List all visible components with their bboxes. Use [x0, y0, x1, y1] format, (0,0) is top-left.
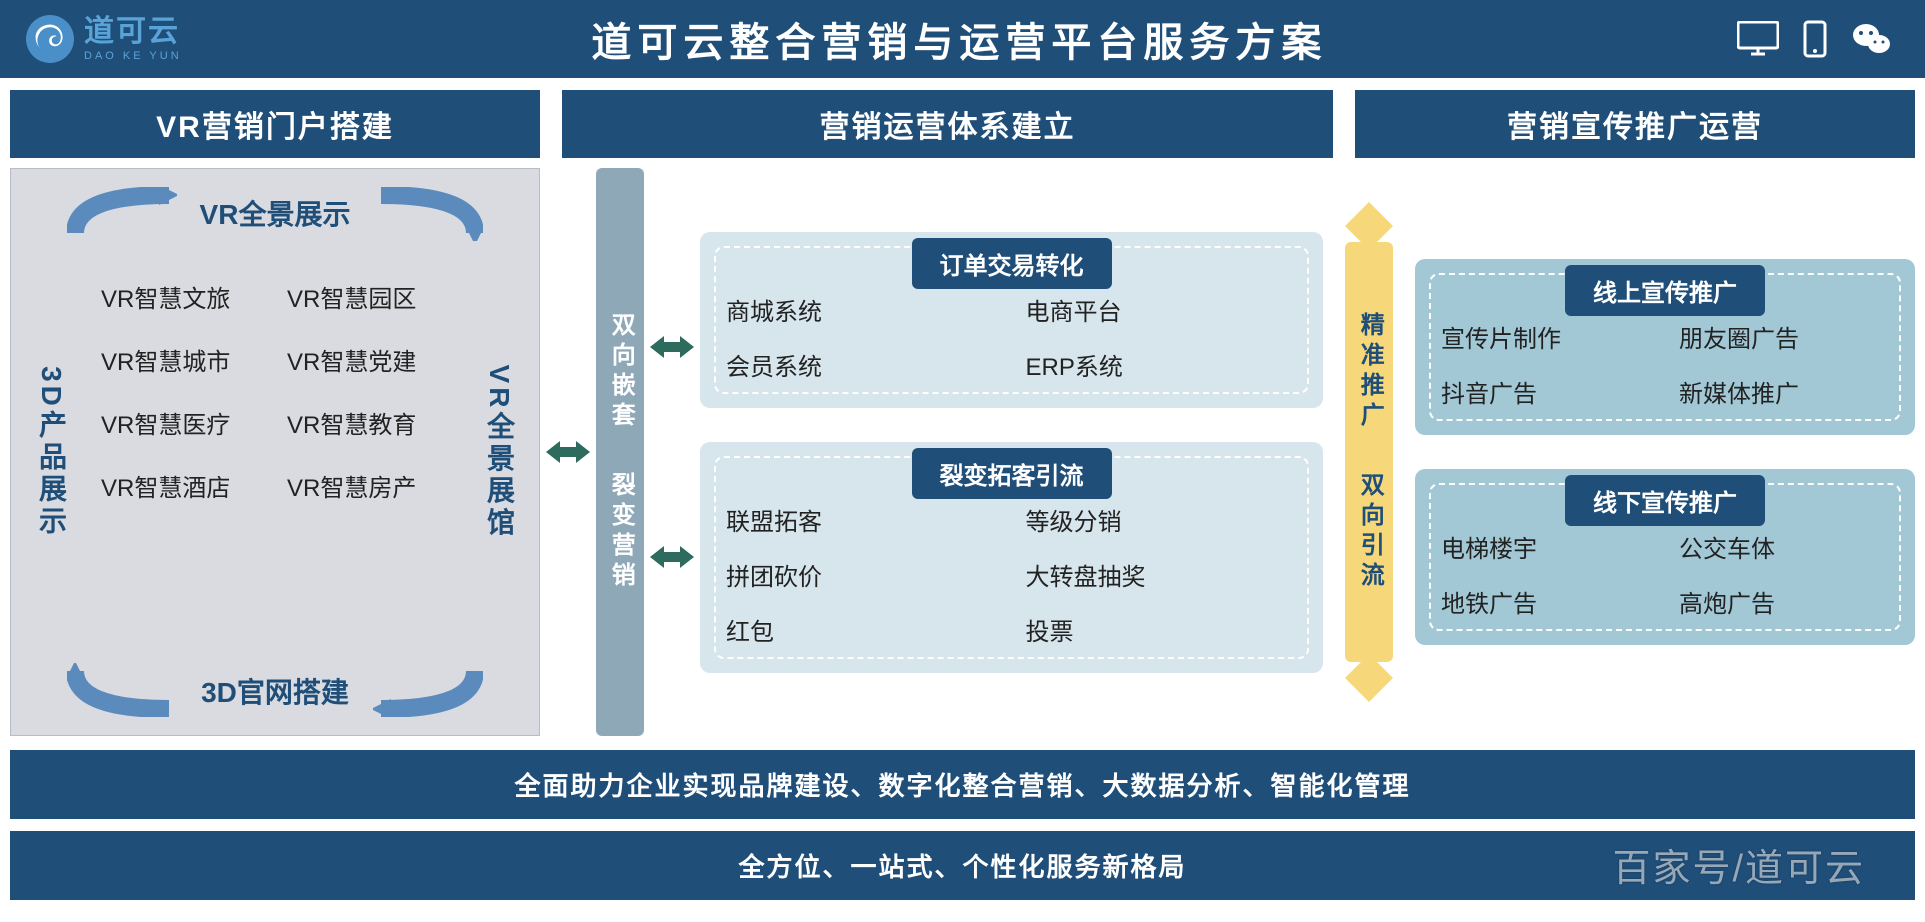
footer: 全面助力企业实现品牌建设、数字化整合营销、大数据分析、智能化管理 全方位、一站式… [0, 736, 1925, 900]
box-item: 电商平台 [1026, 292, 1298, 327]
box-item: ERP系统 [1026, 347, 1298, 382]
box-item: 朋友圈广告 [1679, 319, 1889, 354]
desktop-icon [1737, 21, 1779, 57]
vbar-label: 精准推广 [1350, 312, 1388, 432]
logo-mark [26, 15, 74, 63]
box-item: 会员系统 [726, 347, 998, 382]
cycle-panel: VR全景展示 VR全景展馆 3D官网搭建 3D产品展示 VR智慧文旅 VR智慧园… [10, 168, 540, 736]
right-box-1: 线上宣传推广 宣传片制作 朋友圈广告 抖音广告 新媒体推广 [1415, 259, 1915, 435]
cycle-item: VR智慧城市 [101, 342, 263, 377]
box-item: 电梯楼宇 [1441, 529, 1651, 564]
diamond-icon [1341, 652, 1397, 704]
vbar-label: 双向嵌套 [601, 312, 639, 432]
box-tag: 裂变拓客引流 [912, 448, 1112, 499]
pillar-row: VR营销门户搭建 营销运营体系建立 营销宣传推广运营 [0, 78, 1925, 158]
cycle-item: VR智慧园区 [287, 279, 449, 314]
cycle-arrow [373, 663, 483, 717]
mid-box-1: 订单交易转化 商城系统 电商平台 会员系统 ERP系统 [700, 232, 1323, 408]
box-item: 投票 [1026, 612, 1298, 647]
cycle-item: VR智慧文旅 [101, 279, 263, 314]
box-item: 商城系统 [726, 292, 998, 327]
cycle-node-bottom: 3D官网搭建 [201, 671, 349, 711]
box-item: 地铁广告 [1441, 584, 1651, 619]
logo-text-en: DAO KE YUN [84, 51, 182, 62]
footer-bar-1: 全面助力企业实现品牌建设、数字化整合营销、大数据分析、智能化管理 [10, 750, 1915, 819]
cycle-arrow [373, 187, 483, 241]
box-tag: 订单交易转化 [912, 238, 1112, 289]
right-box-2: 线下宣传推广 电梯楼宇 公交车体 地铁广告 高炮广告 [1415, 469, 1915, 645]
cycle-arrow [67, 187, 177, 241]
page-title: 道可云整合营销与运营平台服务方案 [182, 10, 1737, 68]
cycle-item: VR智慧医疗 [101, 405, 263, 440]
vbar-nest: 双向嵌套 裂变营销 [596, 168, 644, 736]
box-tag: 线下宣传推广 [1565, 475, 1765, 526]
pillar-1: VR营销门户搭建 [10, 90, 540, 158]
pillar-2: 营销运营体系建立 [562, 90, 1333, 158]
header-bar: 道可云 DAO KE YUN 道可云整合营销与运营平台服务方案 [0, 0, 1925, 78]
wechat-icon [1851, 21, 1891, 57]
box-item: 新媒体推广 [1679, 374, 1889, 409]
platform-icons [1737, 20, 1891, 58]
box-item: 公交车体 [1679, 529, 1889, 564]
box-item: 宣传片制作 [1441, 319, 1651, 354]
cycle-node-right: VR全景展馆 [479, 365, 519, 540]
box-item: 红包 [726, 612, 998, 647]
logo-text-cn: 道可云 [84, 17, 182, 47]
cycle-item: VR智慧酒店 [101, 468, 263, 503]
cycle-node-left: 3D产品展示 [31, 366, 71, 538]
cycle-item-list: VR智慧文旅 VR智慧园区 VR智慧城市 VR智慧党建 VR智慧医疗 VR智慧教… [101, 279, 449, 503]
box-item: 抖音广告 [1441, 374, 1651, 409]
footer-bar-2: 全方位、一站式、个性化服务新格局 [10, 831, 1915, 900]
brand-logo: 道可云 DAO KE YUN [26, 15, 182, 63]
box-item: 联盟拓客 [726, 502, 998, 537]
right-column: 线上宣传推广 宣传片制作 朋友圈广告 抖音广告 新媒体推广 线下宣传推广 电梯楼… [1415, 168, 1915, 736]
cycle-arrow [67, 663, 177, 717]
double-arrow-icon [540, 437, 596, 467]
pillar-3: 营销宣传推广运营 [1355, 90, 1915, 158]
double-arrow-icon [644, 542, 700, 572]
box-item: 高炮广告 [1679, 584, 1889, 619]
connector-3: 精准推广 双向引流 [1323, 168, 1415, 736]
box-item: 大转盘抽奖 [1026, 557, 1298, 592]
cycle-item: VR智慧房产 [287, 468, 449, 503]
double-arrow-icon [644, 332, 700, 362]
box-item: 等级分销 [1026, 502, 1298, 537]
connector-1 [540, 168, 596, 736]
cycle-node-top: VR全景展示 [200, 193, 351, 233]
cycle-item: VR智慧教育 [287, 405, 449, 440]
mid-column: 订单交易转化 商城系统 电商平台 会员系统 ERP系统 裂变拓客引流 联盟拓客 … [700, 168, 1323, 736]
cycle-item: VR智慧党建 [287, 342, 449, 377]
box-tag: 线上宣传推广 [1565, 265, 1765, 316]
mid-box-2: 裂变拓客引流 联盟拓客 等级分销 拼团砍价 大转盘抽奖 红包 投票 [700, 442, 1323, 673]
vbar-label: 双向引流 [1350, 472, 1388, 592]
vbar-yellow: 精准推广 双向引流 [1345, 242, 1393, 662]
mobile-icon [1803, 20, 1827, 58]
main-content: VR全景展示 VR全景展馆 3D官网搭建 3D产品展示 VR智慧文旅 VR智慧园… [0, 158, 1925, 736]
vbar-label: 裂变营销 [601, 472, 639, 592]
connector-2 [644, 168, 700, 736]
box-item: 拼团砍价 [726, 557, 998, 592]
